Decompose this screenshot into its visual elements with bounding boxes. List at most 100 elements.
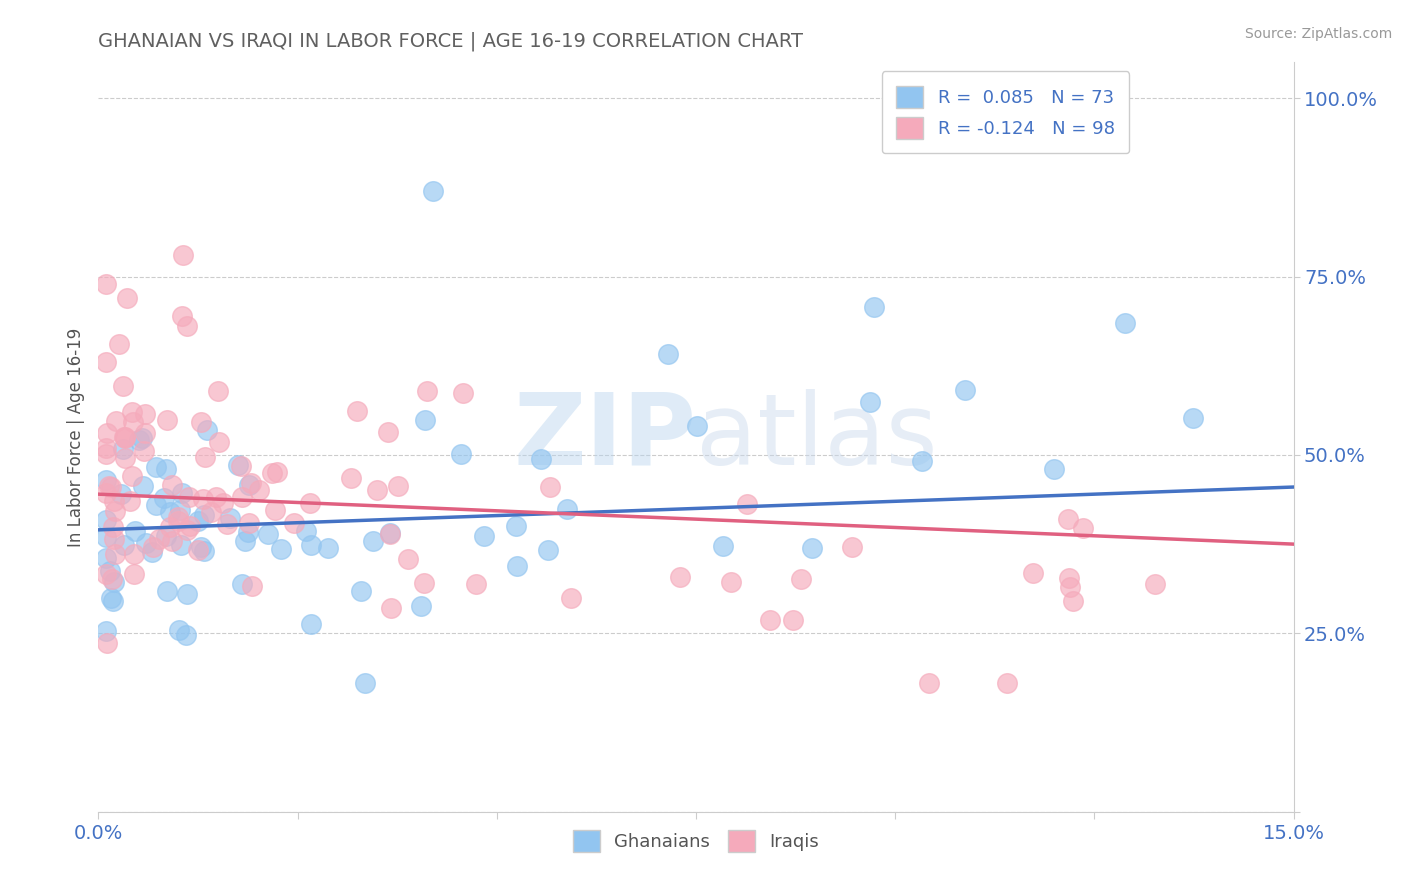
Point — [96, 355, 118, 369]
Point — [249, 483, 271, 498]
Point — [190, 415, 212, 429]
Point — [155, 584, 177, 599]
Point — [238, 516, 260, 530]
Point — [1021, 566, 1043, 581]
Point — [96, 441, 118, 455]
Point — [114, 451, 136, 466]
Point — [318, 541, 340, 555]
Point — [103, 574, 125, 589]
Point — [96, 636, 118, 650]
Point — [159, 504, 181, 518]
Point — [686, 419, 709, 434]
Point — [378, 526, 401, 541]
Point — [240, 579, 263, 593]
Point — [96, 425, 118, 440]
Point — [97, 479, 120, 493]
Point — [121, 405, 143, 419]
Point — [238, 478, 260, 492]
Point — [177, 490, 200, 504]
Point — [413, 575, 436, 590]
Point — [720, 574, 742, 589]
Point — [256, 526, 278, 541]
Point — [179, 518, 201, 533]
Point — [231, 576, 253, 591]
Point — [465, 577, 488, 591]
Point — [100, 479, 122, 493]
Point — [190, 540, 212, 554]
Point — [377, 425, 399, 440]
Text: GHANAIAN VS IRAQI IN LABOR FORCE | AGE 16-19 CORRELATION CHART: GHANAIAN VS IRAQI IN LABOR FORCE | AGE 1… — [98, 31, 803, 51]
Point — [103, 532, 125, 546]
Point — [170, 309, 193, 323]
Point — [350, 584, 373, 599]
Point — [153, 491, 176, 505]
Point — [953, 383, 976, 397]
Point — [176, 523, 198, 537]
Point — [530, 452, 553, 467]
Point — [1057, 571, 1080, 585]
Point — [122, 566, 145, 581]
Point — [1043, 462, 1066, 476]
Point — [96, 473, 118, 487]
Point — [194, 450, 217, 464]
Point — [294, 524, 316, 538]
Point — [239, 475, 262, 490]
Point — [111, 379, 134, 393]
Point — [555, 502, 578, 516]
Point — [100, 591, 122, 605]
Point — [105, 415, 128, 429]
Text: Source: ZipAtlas.com: Source: ZipAtlas.com — [1244, 27, 1392, 41]
Point — [160, 534, 183, 549]
Point — [353, 676, 375, 690]
Point — [172, 248, 194, 262]
Point — [735, 496, 758, 510]
Point — [997, 676, 1019, 690]
Point — [918, 676, 941, 690]
Point — [122, 547, 145, 561]
Point — [112, 538, 135, 552]
Point — [166, 514, 188, 528]
Point — [657, 347, 679, 361]
Point — [193, 543, 215, 558]
Point — [378, 526, 401, 541]
Point — [118, 493, 141, 508]
Point — [96, 530, 118, 544]
Point — [537, 543, 560, 558]
Point — [231, 490, 253, 504]
Point — [96, 277, 118, 291]
Point — [174, 628, 197, 642]
Point — [145, 459, 167, 474]
Point — [560, 591, 582, 606]
Point — [110, 486, 132, 500]
Point — [176, 319, 198, 334]
Point — [262, 466, 284, 480]
Point — [396, 552, 419, 566]
Point — [96, 485, 118, 500]
Point — [668, 569, 690, 583]
Point — [218, 510, 240, 524]
Point — [155, 529, 177, 543]
Point — [101, 593, 124, 607]
Point — [135, 536, 157, 550]
Point — [124, 524, 146, 538]
Point — [340, 471, 363, 485]
Point — [96, 513, 118, 527]
Point — [103, 494, 125, 508]
Point — [759, 613, 782, 627]
Point — [380, 600, 402, 615]
Point — [226, 458, 249, 473]
Point — [187, 542, 209, 557]
Point — [451, 386, 474, 401]
Point — [208, 434, 231, 449]
Text: ZIP: ZIP — [513, 389, 696, 485]
Point — [104, 548, 127, 562]
Point — [170, 486, 193, 500]
Point — [96, 446, 118, 460]
Point — [108, 336, 131, 351]
Point — [361, 533, 384, 548]
Point — [193, 508, 215, 523]
Point — [299, 617, 322, 632]
Point — [115, 291, 138, 305]
Point — [200, 505, 222, 519]
Point — [195, 423, 218, 437]
